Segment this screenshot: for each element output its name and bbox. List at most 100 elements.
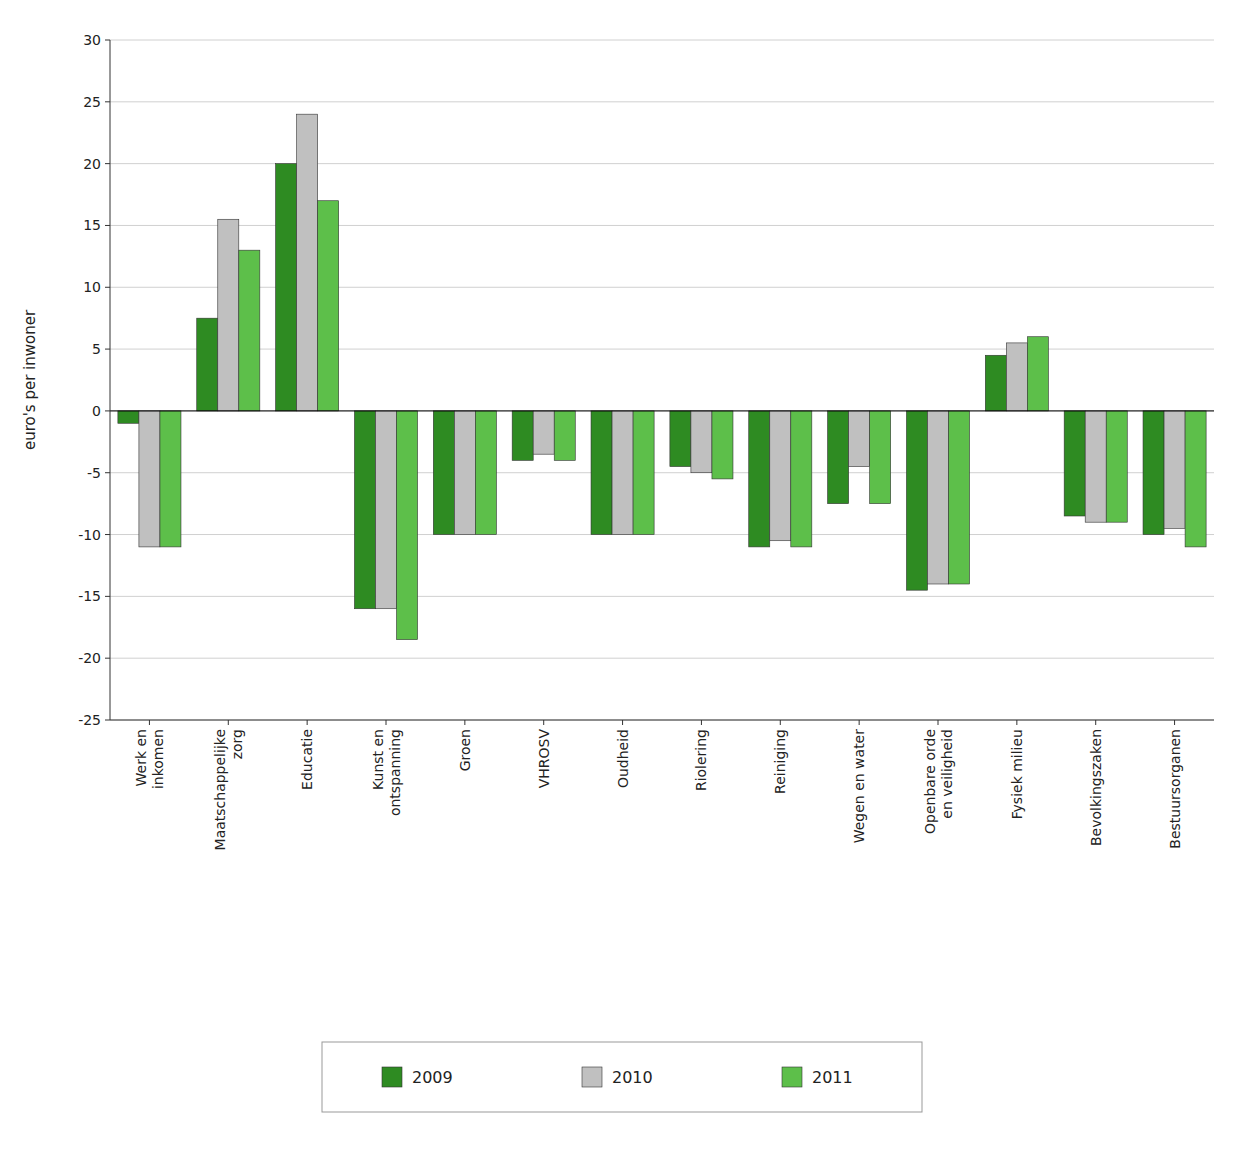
- x-tick-label: Maatschappelijkezorg: [212, 729, 245, 850]
- bar: [454, 411, 475, 535]
- y-tick-label: 20: [83, 156, 101, 172]
- grid-line: [110, 596, 1214, 597]
- x-tick-label-line: Groen: [457, 729, 473, 771]
- legend: 2009 2010 2011: [322, 1042, 922, 1112]
- bar: [354, 411, 375, 609]
- bar: [770, 411, 791, 541]
- y-tick: [105, 596, 110, 597]
- bar: [276, 164, 297, 411]
- x-tick-label-line: Oudheid: [615, 729, 631, 788]
- x-tick: [859, 720, 860, 725]
- x-tick-label-line: ontspanning: [387, 729, 403, 816]
- x-tick-label: Kunst enontspanning: [370, 729, 403, 816]
- grid-line: [110, 40, 1214, 41]
- y-tick-label: -5: [87, 465, 101, 481]
- legend-label: 2009: [412, 1068, 453, 1087]
- x-tick-label: VHROSV: [536, 729, 552, 789]
- y-tick: [105, 720, 110, 721]
- bar: [512, 411, 533, 460]
- bar: [1027, 337, 1048, 411]
- x-tick-label-line: Riolering: [693, 729, 709, 791]
- x-tick-label-line: inkomen: [150, 729, 166, 789]
- legend-label: 2011: [812, 1068, 853, 1087]
- bar: [633, 411, 654, 535]
- bar: [670, 411, 691, 467]
- grid-line: [110, 720, 1214, 721]
- x-tick-label-line: VHROSV: [536, 729, 552, 789]
- legend-label: 2010: [612, 1068, 653, 1087]
- bar: [197, 318, 218, 411]
- x-tick: [622, 720, 623, 725]
- x-tick-label: Bevolkingszaken: [1088, 729, 1104, 846]
- y-tick-label: -25: [78, 712, 101, 728]
- y-tick-label: -20: [78, 650, 101, 666]
- bar: [397, 411, 418, 640]
- baseline: [110, 410, 1214, 411]
- x-tick-label-line: Bestuursorganen: [1167, 729, 1183, 849]
- x-tick: [938, 720, 939, 725]
- y-tick: [105, 225, 110, 226]
- bar: [433, 411, 454, 535]
- grid-line: [110, 472, 1214, 473]
- bar: [1143, 411, 1164, 535]
- x-tick-label-line: Openbare orde: [922, 729, 938, 834]
- legend-swatch: [582, 1067, 602, 1087]
- bar: [749, 411, 770, 547]
- x-tick-label-line: Fysiek milieu: [1009, 729, 1025, 819]
- bar: [927, 411, 948, 584]
- bar: [712, 411, 733, 479]
- x-tick-label-line: Maatschappelijke: [212, 729, 228, 850]
- y-tick-label: 0: [92, 403, 101, 419]
- y-tick: [105, 101, 110, 102]
- y-tick: [105, 163, 110, 164]
- bar: [318, 201, 339, 411]
- y-tick: [105, 287, 110, 288]
- x-tick: [701, 720, 702, 725]
- bar: [554, 411, 575, 460]
- bar: [985, 355, 1006, 411]
- y-tick: [105, 534, 110, 535]
- x-axis-line: [110, 720, 1214, 721]
- x-tick-label: Educatie: [299, 729, 315, 790]
- x-ticks: Werk eninkomen Maatschappelijkezorg Educat…: [133, 720, 1183, 850]
- grid-line: [110, 534, 1214, 535]
- x-tick-label-line: en veiligheid: [939, 729, 955, 819]
- x-tick-label-line: Kunst en: [370, 729, 386, 790]
- x-tick-label-line: Educatie: [299, 729, 315, 790]
- x-tick: [386, 720, 387, 725]
- legend-swatch: [782, 1067, 802, 1087]
- bar: [691, 411, 712, 473]
- x-tick-label: Groen: [457, 729, 473, 771]
- x-tick-label-line: Werk en: [133, 729, 149, 786]
- y-tick-label: 10: [83, 279, 101, 295]
- y-tick: [105, 349, 110, 350]
- x-tick: [228, 720, 229, 725]
- grid: [110, 40, 1214, 720]
- bar: [828, 411, 849, 504]
- bar: [1085, 411, 1106, 522]
- bar: [160, 411, 181, 547]
- bar: [870, 411, 891, 504]
- x-tick: [307, 720, 308, 725]
- y-tick: [105, 472, 110, 473]
- bar: [218, 219, 239, 411]
- x-tick: [1095, 720, 1096, 725]
- bar: [239, 250, 260, 411]
- bars: [118, 114, 1206, 639]
- x-tick-label-line: Bevolkingszaken: [1088, 729, 1104, 846]
- x-tick-label: Wegen en water: [851, 729, 867, 844]
- y-tick-label: 25: [83, 94, 101, 110]
- y-axis-label: euro's per inwoner: [21, 309, 39, 450]
- y-tick-label: -10: [78, 527, 101, 543]
- bar: [1164, 411, 1185, 528]
- y-tick: [105, 410, 110, 411]
- x-tick: [464, 720, 465, 725]
- x-tick-label: Reiniging: [772, 729, 788, 794]
- chart: -25-20-15-10-5051015202530euro's per inw…: [0, 0, 1244, 1172]
- x-tick: [1174, 720, 1175, 725]
- bar: [591, 411, 612, 535]
- x-tick-label-line: Reiniging: [772, 729, 788, 794]
- bar: [1064, 411, 1085, 516]
- y-tick: [105, 658, 110, 659]
- grid-line: [110, 101, 1214, 102]
